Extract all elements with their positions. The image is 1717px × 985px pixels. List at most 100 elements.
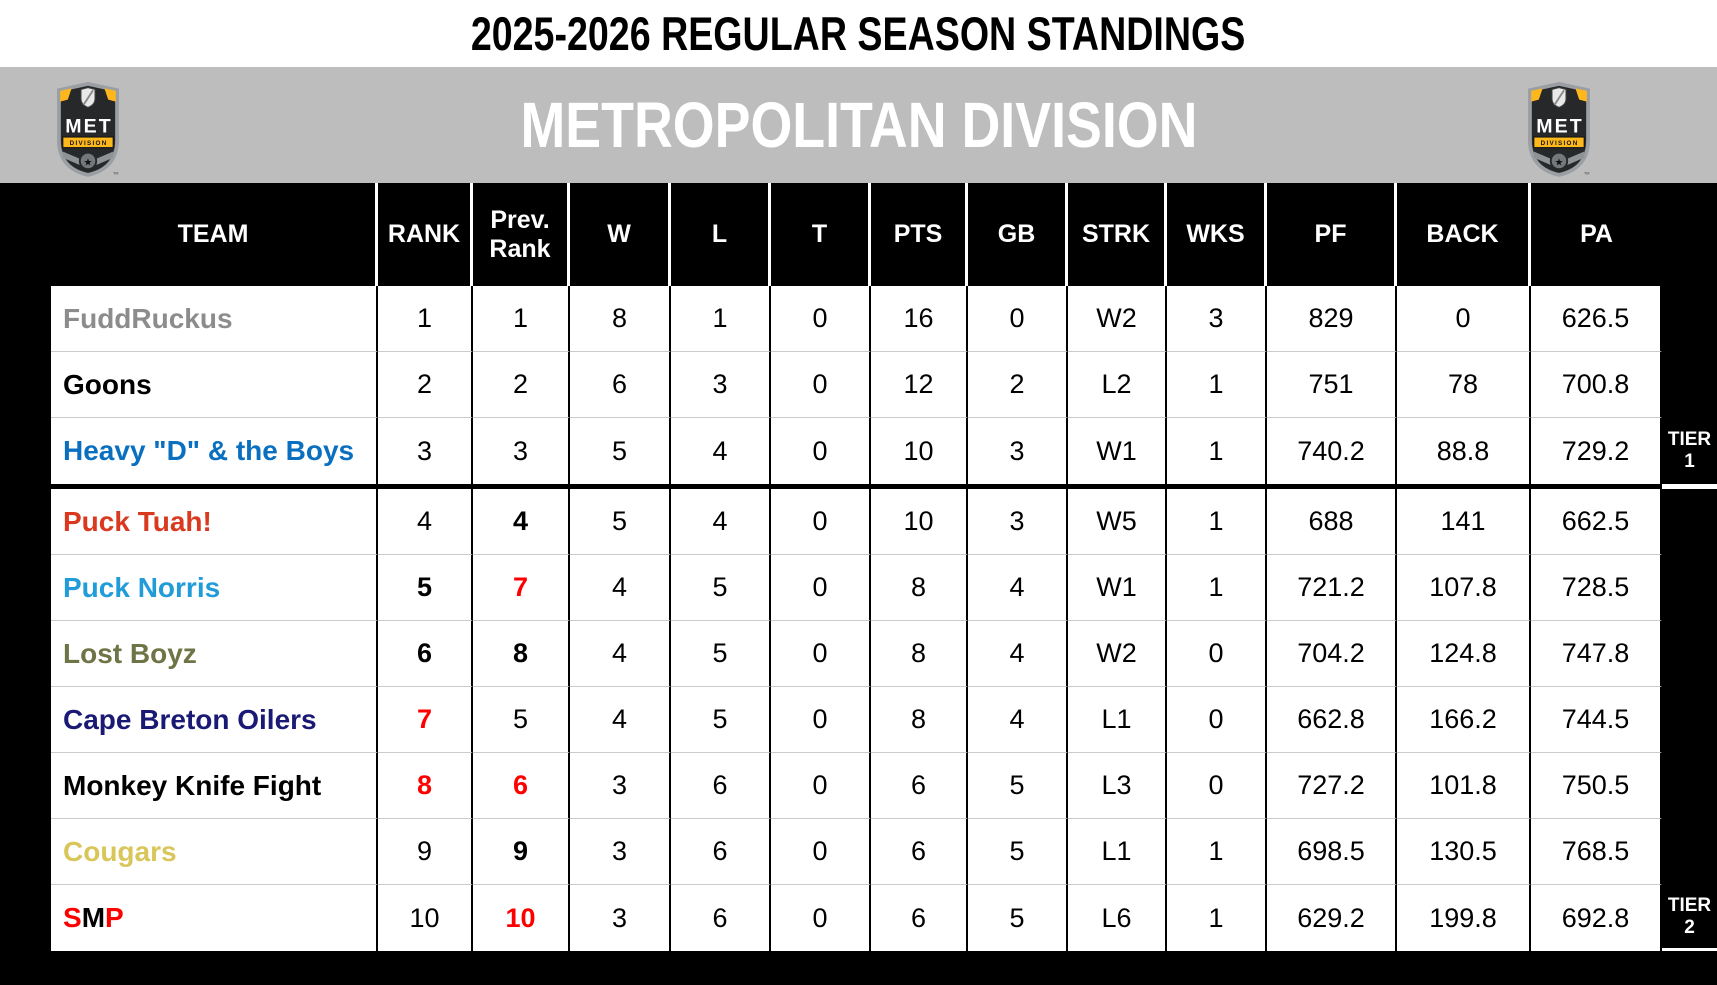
col-header-wins: W xyxy=(570,183,671,286)
nhl-shield-slash xyxy=(82,89,94,106)
cell-pts: 6 xyxy=(871,753,968,819)
cell-w: 4 xyxy=(570,621,671,687)
cell-gb: 4 xyxy=(968,555,1068,621)
cell-rank: 3 xyxy=(378,418,473,489)
gold-chevron-left xyxy=(1531,88,1543,102)
team-name-part: Heavy "D" & the Boys xyxy=(63,435,355,466)
cell-gb: 2 xyxy=(968,352,1068,418)
cell-rank: 8 xyxy=(378,753,473,819)
cell-rank: 1 xyxy=(378,286,473,352)
cell-prev-rank: 1 xyxy=(473,286,570,352)
col-header-points-against: PA xyxy=(1531,183,1717,286)
cell-l: 5 xyxy=(671,555,771,621)
gold-chevron-left xyxy=(60,88,72,102)
cell-prev-rank: 4 xyxy=(473,489,570,555)
logo-banner-text: DIVISION xyxy=(70,140,107,147)
cell-back: 78 xyxy=(1397,352,1531,418)
cell-pts: 10 xyxy=(871,489,968,555)
cell-pts: 10 xyxy=(871,418,968,489)
cell-t: 0 xyxy=(771,621,871,687)
cell-strk: L6 xyxy=(1068,885,1167,951)
cell-t: 0 xyxy=(771,885,871,951)
cell-pa: 768.5 xyxy=(1531,819,1662,885)
team-name-part: Cougars xyxy=(63,835,177,867)
cell-l: 6 xyxy=(671,753,771,819)
table-row: Puck Tuah! 4 4 5 4 0 10 3 W5 1 688 141 662.5 xyxy=(0,489,1717,555)
page-title-band: 2025-2026 REGULAR SEASON STANDINGS xyxy=(0,0,1717,67)
cell-pa: 626.5 xyxy=(1531,286,1662,352)
cell-gb: 5 xyxy=(968,885,1068,951)
team-name: Puck Norris xyxy=(51,555,378,621)
left-gutter xyxy=(0,621,51,687)
cell-prev-rank: 6 xyxy=(473,753,570,819)
cell-pa: 750.5 xyxy=(1531,753,1662,819)
cell-prev-rank: 2 xyxy=(473,352,570,418)
cell-l: 6 xyxy=(671,819,771,885)
cell-l: 3 xyxy=(671,352,771,418)
cell-rank: 4 xyxy=(378,489,473,555)
team-name: Cape Breton Oilers xyxy=(51,687,378,753)
cell-pf: 721.2 xyxy=(1267,555,1397,621)
cell-prev-rank: 10 xyxy=(473,885,570,951)
col-header-label: WKS xyxy=(1186,220,1245,249)
cell-t: 0 xyxy=(771,555,871,621)
cell-strk: W2 xyxy=(1068,286,1167,352)
col-header-label: TEAM xyxy=(177,220,249,249)
table-row: Goons 2 2 6 3 0 12 2 L2 1 751 78 700.8 xyxy=(0,352,1717,418)
cell-pf: 727.2 xyxy=(1267,753,1397,819)
cell-back: 130.5 xyxy=(1397,819,1531,885)
col-header-label: Rank xyxy=(489,234,551,263)
table-header-row: TEAM RANK Prev. Rank W L T PTS GB STRK W… xyxy=(0,183,1717,286)
cell-pf: 751 xyxy=(1267,352,1397,418)
cell-gb: 5 xyxy=(968,753,1068,819)
col-header-label: BACK xyxy=(1426,220,1499,249)
cell-pf: 688 xyxy=(1267,489,1397,555)
cell-wks: 1 xyxy=(1167,352,1267,418)
team-name: Lost Boyz xyxy=(51,621,378,687)
left-gutter xyxy=(0,753,51,819)
shield-icon xyxy=(57,82,119,177)
table-row: Puck Norris 5 7 4 5 0 8 4 W1 1 721.2 107.8 728.5 xyxy=(0,555,1717,621)
cell-l: 5 xyxy=(671,687,771,753)
team-name: Monkey Knife Fight xyxy=(51,753,378,819)
col-header-ties: T xyxy=(771,183,871,286)
cell-rank: 6 xyxy=(378,621,473,687)
left-gutter xyxy=(0,555,51,621)
cell-pf: 829 xyxy=(1267,286,1397,352)
cell-back: 107.8 xyxy=(1397,555,1531,621)
cell-w: 8 xyxy=(570,286,671,352)
cell-strk: L1 xyxy=(1068,687,1167,753)
cell-pf: 740.2 xyxy=(1267,418,1397,489)
page-title: 2025-2026 REGULAR SEASON STANDINGS xyxy=(471,7,1246,60)
cell-pf: 662.8 xyxy=(1267,687,1397,753)
team-name: Goons xyxy=(51,352,378,418)
cell-gb: 4 xyxy=(968,687,1068,753)
shield-icon xyxy=(1528,82,1590,177)
tier-2-label: TIER 2 xyxy=(1662,885,1717,949)
cell-pts: 8 xyxy=(871,555,968,621)
col-header-losses: L xyxy=(671,183,771,286)
nhl-shield-slash xyxy=(1553,89,1565,106)
division-banner: MET DIVISION ★ ™ METROPOLITAN DIVISION M… xyxy=(0,67,1717,183)
cell-pf: 629.2 xyxy=(1267,885,1397,951)
cell-strk: W5 xyxy=(1068,489,1167,555)
tier-2-divider xyxy=(1662,948,1717,951)
col-header-label: RANK xyxy=(387,220,461,249)
cell-wks: 3 xyxy=(1167,286,1267,352)
col-header-label: PTS xyxy=(893,220,943,249)
team-name-part: FuddRuckus xyxy=(63,302,233,334)
cell-pa: 747.8 xyxy=(1531,621,1662,687)
col-header-label: T xyxy=(811,220,828,249)
cell-pa: 692.8 xyxy=(1531,885,1662,951)
cell-rank: 9 xyxy=(378,819,473,885)
cell-t: 0 xyxy=(771,286,871,352)
col-header-back: BACK xyxy=(1397,183,1531,286)
team-name: Puck Tuah! xyxy=(51,489,378,555)
division-ribbon xyxy=(1533,136,1585,149)
team-name: Heavy "D" & the Boys xyxy=(51,418,378,489)
cell-w: 5 xyxy=(570,489,671,555)
cell-pts: 8 xyxy=(871,687,968,753)
cell-prev-rank: 5 xyxy=(473,687,570,753)
logo-abbr: MET xyxy=(65,116,111,138)
met-division-logo-right: MET DIVISION ★ ™ xyxy=(1528,82,1590,178)
